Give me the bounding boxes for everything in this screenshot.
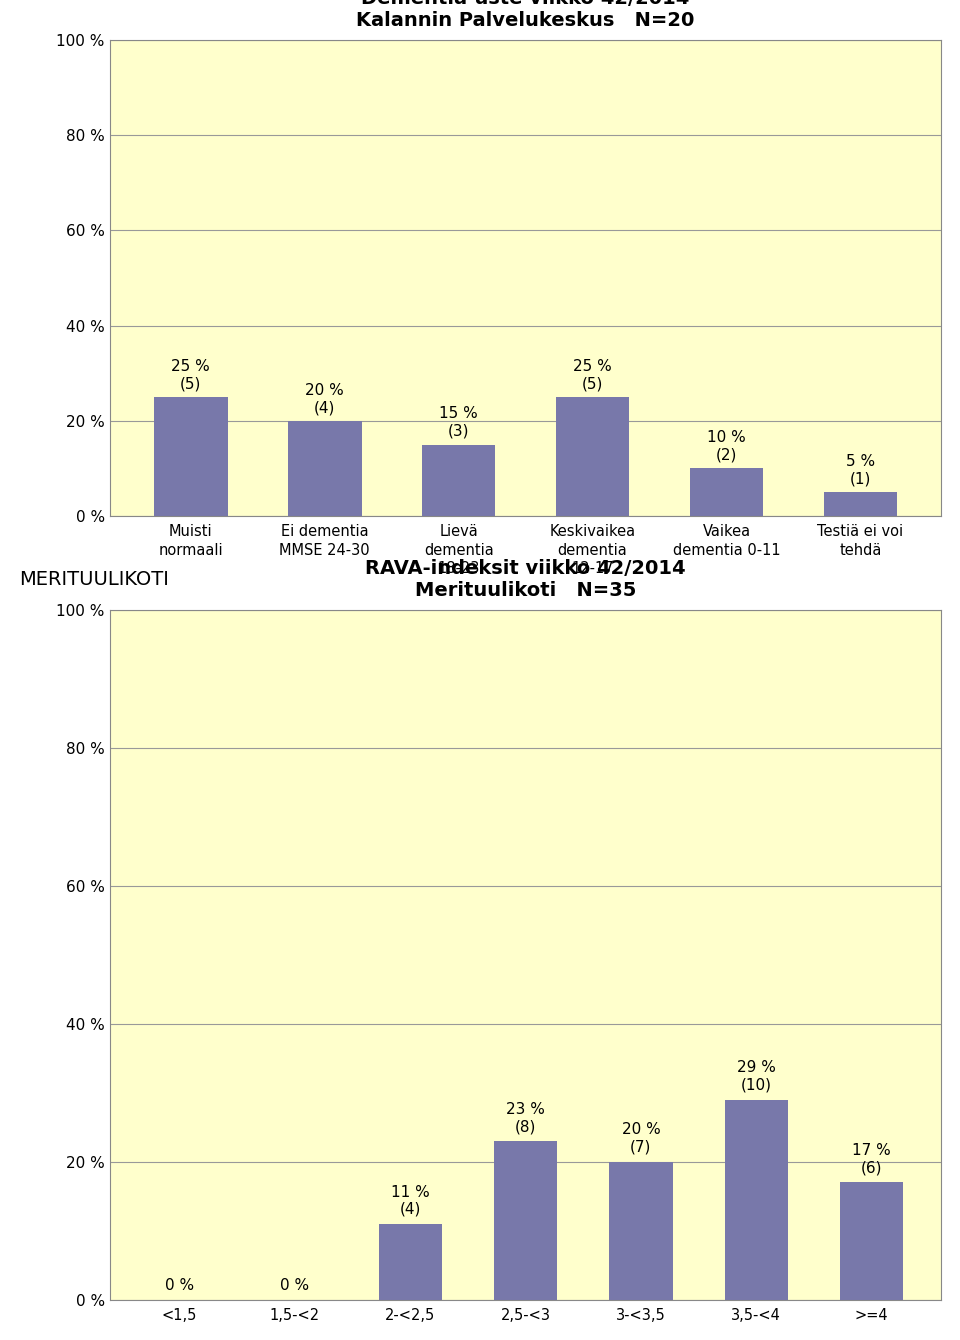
Bar [378,1223,442,1300]
Bar [556,397,630,516]
Text: 5 %
(1): 5 % (1) [846,454,875,486]
Text: 11 %
(4): 11 % (4) [391,1185,430,1217]
Text: 17 %
(6): 17 % (6) [852,1143,891,1175]
Text: 25 %
(5): 25 % (5) [172,359,210,391]
Bar [824,492,898,516]
Text: 0 %: 0 % [280,1278,309,1293]
Text: 20 %
(7): 20 % (7) [621,1123,660,1155]
Title: Dementia-aste viikko 42/2014
Kalannin Palvelukeskus   N=20: Dementia-aste viikko 42/2014 Kalannin Pa… [356,0,695,31]
Bar [154,397,228,516]
Text: 10 %
(2): 10 % (2) [708,430,746,462]
Bar [421,445,495,516]
Text: MERITUULIKOTI: MERITUULIKOTI [19,570,169,588]
Text: 0 %: 0 % [165,1278,194,1293]
Text: 23 %
(8): 23 % (8) [506,1101,545,1134]
Bar [689,468,763,516]
Text: 29 %
(10): 29 % (10) [737,1060,776,1093]
Title: RAVA-indeksit viikko 42/2014
Merituulikoti   N=35: RAVA-indeksit viikko 42/2014 Merituuliko… [366,559,685,600]
Bar [725,1100,788,1300]
Text: 15 %
(3): 15 % (3) [440,406,478,438]
Bar [493,1142,558,1300]
Bar [288,421,362,516]
Bar [840,1182,903,1300]
Bar [610,1162,673,1300]
Text: 20 %
(4): 20 % (4) [305,383,344,415]
Text: 25 %
(5): 25 % (5) [573,359,612,391]
